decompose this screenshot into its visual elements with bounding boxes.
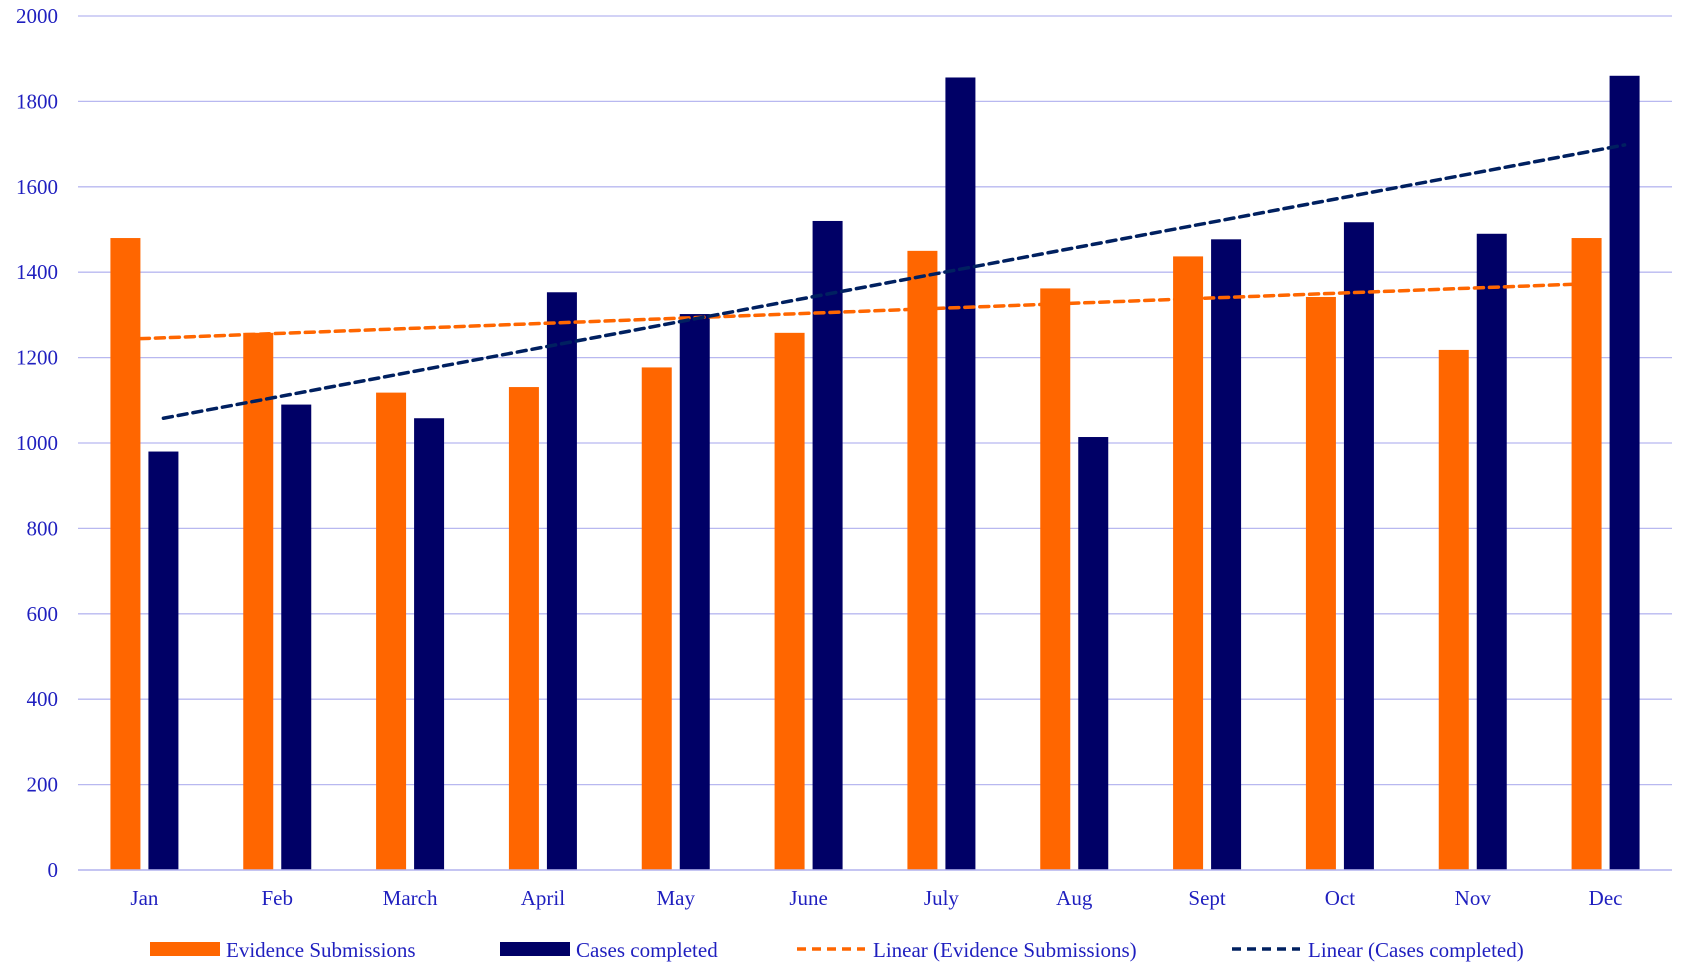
legend-label-evidence-submissions: Evidence Submissions — [226, 938, 416, 962]
y-tick-label: 600 — [27, 602, 59, 626]
bar-cases-completed-aug — [1078, 437, 1109, 870]
bar-evidence-submissions-dec — [1571, 238, 1602, 871]
y-tick-label: 400 — [27, 687, 59, 711]
x-tick-label: Nov — [1455, 886, 1492, 910]
y-tick-label: 1600 — [16, 175, 58, 199]
y-axis-ticks: 0 200 400 600 800 1000 1200 1400 1600 1800 2000 — [16, 4, 58, 882]
bar-evidence-submissions-april — [508, 387, 539, 870]
x-tick-label: June — [789, 886, 828, 910]
x-tick-label: Aug — [1056, 886, 1093, 910]
bar-evidence-submissions-nov — [1438, 349, 1469, 870]
legend-label-cases-completed: Cases completed — [576, 938, 718, 962]
x-tick-label: Sept — [1188, 886, 1226, 910]
legend-label-linear-cases-completed: Linear (Cases completed) — [1308, 938, 1524, 962]
bar-cases-completed-july — [945, 77, 976, 871]
x-tick-label: Oct — [1325, 886, 1355, 910]
bar-evidence-submissions-feb — [243, 332, 274, 871]
y-tick-label: 0 — [48, 858, 59, 882]
bar-cases-completed-june — [812, 220, 843, 870]
x-tick-label: Dec — [1589, 886, 1623, 910]
y-tick-label: 1200 — [16, 346, 58, 370]
bar-cases-completed-april — [546, 292, 577, 870]
x-axis-ticks: Jan Feb March April May June July Aug Sept Oct Nov… — [78, 869, 1672, 910]
y-tick-label: 2000 — [16, 4, 58, 28]
bar-evidence-submissions-july — [907, 250, 938, 871]
bars — [110, 75, 1640, 871]
gridlines — [78, 15, 1672, 871]
trendline-linear-cases-completed — [161, 143, 1627, 420]
bar-evidence-submissions-aug — [1040, 288, 1071, 870]
trendlines — [123, 143, 1627, 420]
bar-evidence-submissions-june — [774, 332, 805, 871]
bar-cases-completed-sept — [1211, 239, 1242, 871]
y-tick-label: 200 — [27, 773, 59, 797]
y-tick-label: 1000 — [16, 431, 58, 455]
bar-cases-completed-nov — [1476, 233, 1507, 870]
x-tick-label: Jan — [130, 886, 158, 910]
bar-cases-completed-may — [679, 314, 710, 870]
bar-evidence-submissions-sept — [1173, 256, 1204, 870]
x-tick-label: July — [924, 886, 960, 910]
trendline-linear-evidence-submissions — [123, 281, 1589, 341]
legend-swatch-cases-completed — [500, 942, 570, 956]
legend-label-linear-evidence-submissions: Linear (Evidence Submissions) — [873, 938, 1137, 962]
y-tick-label: 1800 — [16, 89, 58, 113]
bar-cases-completed-feb — [281, 404, 312, 870]
bar-cases-completed-oct — [1343, 222, 1374, 871]
legend-swatch-evidence-submissions — [150, 942, 220, 956]
bar-cases-completed-jan — [148, 451, 179, 870]
bar-evidence-submissions-oct — [1305, 296, 1336, 870]
bar-evidence-submissions-may — [641, 367, 672, 870]
legend: Evidence Submissions Cases completed Linea… — [150, 938, 1524, 962]
y-tick-label: 1400 — [16, 260, 58, 284]
bar-cases-completed-dec — [1609, 75, 1640, 870]
y-tick-label: 800 — [27, 516, 59, 540]
bar-cases-completed-march — [414, 418, 445, 870]
x-tick-label: April — [521, 886, 565, 910]
bar-evidence-submissions-march — [376, 392, 407, 870]
x-tick-label: May — [657, 886, 696, 910]
x-tick-label: Feb — [262, 886, 294, 910]
x-tick-label: March — [383, 886, 438, 910]
bar-evidence-submissions-jan — [110, 238, 141, 871]
